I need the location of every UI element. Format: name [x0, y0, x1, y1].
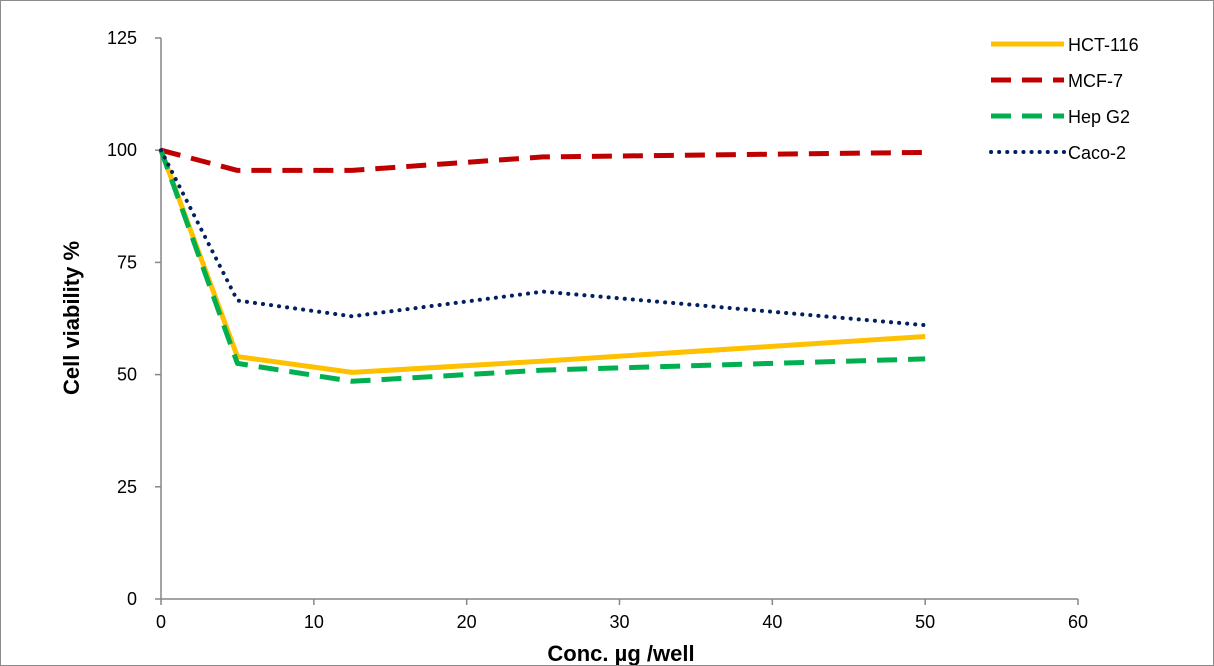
legend: HCT-116 MCF-7 Hep G2 Caco-2	[989, 35, 1139, 163]
series-lines	[158, 147, 928, 384]
legend-label: MCF-7	[1068, 71, 1123, 91]
y-tick-label: 0	[127, 589, 137, 609]
x-tick-label: 0	[156, 612, 166, 632]
y-tick-label: 50	[117, 365, 137, 385]
series-line-caco-2	[159, 148, 928, 328]
axis-ticks: 0 10 20 30 40 50 60 0 25 50 75 100 125	[107, 28, 1088, 632]
legend-label: Caco-2	[1068, 143, 1126, 163]
axes	[160, 38, 1078, 600]
series-line-mcf-7	[160, 147, 926, 173]
series-line-hep-g2	[158, 149, 926, 384]
x-tick-label: 50	[915, 612, 935, 632]
x-tick-label: 20	[457, 612, 477, 632]
series-line-hct-116	[158, 149, 926, 375]
legend-label: HCT-116	[1068, 35, 1139, 55]
y-tick-label: 100	[107, 140, 137, 160]
x-tick-label: 40	[762, 612, 782, 632]
y-tick-label: 25	[117, 477, 137, 497]
y-tick-label: 75	[117, 252, 137, 272]
legend-label: Hep G2	[1068, 107, 1130, 127]
x-tick-label: 30	[609, 612, 629, 632]
y-tick-label: 125	[107, 28, 137, 48]
x-axis-title: Conc. µg /well	[547, 641, 694, 665]
x-tick-label: 10	[304, 612, 324, 632]
x-tick-label: 60	[1068, 612, 1088, 632]
y-axis-title: Cell viability %	[59, 241, 84, 395]
